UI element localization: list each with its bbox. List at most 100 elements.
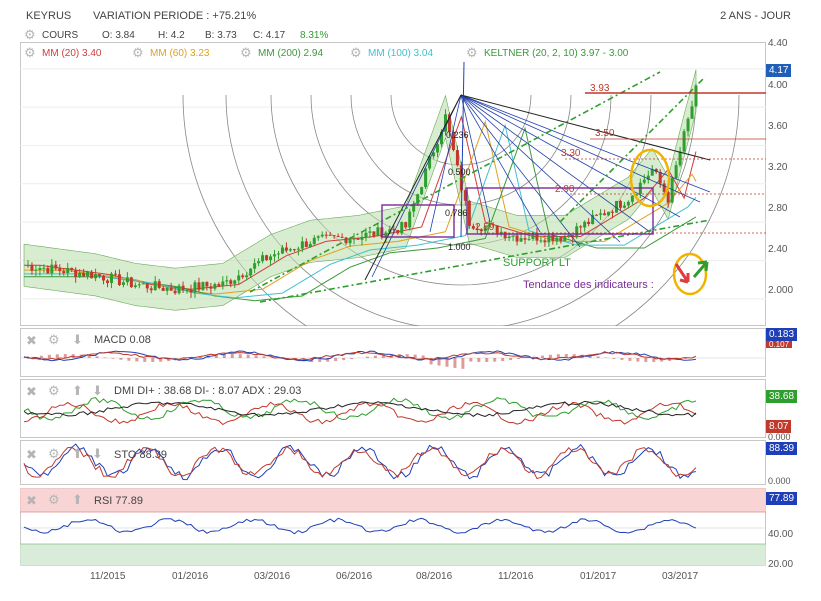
candle-body: [129, 277, 133, 288]
gear-icon[interactable]: ⚙: [48, 383, 60, 398]
macd-histogram-bar: [548, 354, 552, 358]
macd-histogram-bar: [111, 358, 115, 359]
arrow-down-icon[interactable]: ⬇: [72, 332, 83, 347]
vertical-line: [460, 61, 465, 238]
candle-body: [38, 268, 42, 270]
candle-body: [495, 225, 499, 235]
candle-body: [614, 200, 618, 213]
rsi-line: [23, 517, 697, 535]
x-tick-label: 11/2015: [90, 571, 126, 582]
ticker-label: KEYRUS: [26, 10, 72, 22]
macd-histogram-bar: [246, 354, 250, 358]
candle-body: [595, 214, 599, 216]
close-icon[interactable]: ✖: [26, 493, 37, 508]
candle-body: [205, 282, 209, 287]
candle-body: [90, 271, 94, 279]
candle-body: [145, 283, 149, 289]
candle-body: [58, 268, 62, 272]
candle-body: [137, 284, 141, 286]
price-tick-label: 4.00: [768, 80, 788, 91]
gear-icon[interactable]: ⚙: [240, 45, 252, 60]
fan-line: [460, 94, 621, 243]
gear-icon[interactable]: ⚙: [48, 332, 60, 347]
fan-line: [460, 94, 701, 203]
candle-body: [296, 248, 300, 250]
sto-axis-zero: 0.000: [768, 476, 791, 486]
gear-icon[interactable]: ⚙: [24, 45, 36, 60]
gear-icon[interactable]: ⚙: [466, 45, 478, 60]
sto-k-line: [23, 443, 697, 481]
gear-icon[interactable]: ⚙: [132, 45, 144, 60]
candle-body: [173, 290, 177, 294]
sto-d-line: [23, 445, 697, 480]
rsi-chart[interactable]: [20, 488, 766, 566]
candle-body: [165, 287, 169, 291]
macd-chart[interactable]: [20, 328, 766, 377]
candle-body: [539, 240, 543, 242]
candle-body: [209, 286, 213, 289]
dmi-plus-badge: 38.68: [766, 390, 798, 403]
arrow-down-icon[interactable]: ⬇: [92, 446, 103, 461]
candle-body: [30, 265, 34, 271]
sto-chart[interactable]: [20, 440, 766, 485]
close-icon[interactable]: ✖: [26, 447, 37, 462]
candle-body: [133, 285, 137, 288]
dmi-minus-line: [23, 401, 697, 426]
gear-icon[interactable]: ⚙: [350, 45, 362, 60]
close-icon[interactable]: ✖: [26, 384, 37, 399]
price-chart[interactable]: 3.93 3.50 3.30 2.90 2.59 0.236 0.500 0.786 1.000…: [20, 42, 766, 326]
macd-histogram-bar: [143, 358, 147, 362]
macd-histogram-bar: [198, 356, 202, 358]
candle-body: [591, 214, 595, 225]
candle-body: [193, 282, 197, 293]
x-tick-label: 03/2017: [662, 571, 699, 582]
candle-body: [106, 280, 110, 283]
candle-body: [153, 281, 157, 291]
fib-label: 0.236: [446, 130, 469, 140]
macd-histogram-bar: [453, 358, 457, 368]
macd-histogram-bar: [636, 358, 640, 362]
ma60-line: [24, 119, 697, 295]
arrow-up-icon[interactable]: ⬆: [72, 383, 83, 398]
candle-body: [185, 289, 189, 291]
macd-histogram-bar: [556, 354, 560, 358]
legend-open: O: 3.84: [102, 30, 135, 41]
candle-body: [515, 235, 519, 242]
candle-body: [603, 213, 607, 216]
dmi-chart[interactable]: [20, 379, 766, 438]
candle-body: [523, 238, 527, 240]
arrow-down-icon[interactable]: ⬇: [92, 383, 103, 398]
gear-icon[interactable]: ⚙: [24, 27, 36, 42]
candle-body: [634, 194, 638, 196]
fib-arc: [310, 94, 612, 246]
candle-body: [491, 224, 495, 226]
macd-signal-line: [23, 351, 697, 361]
candle-body: [66, 267, 70, 274]
gear-icon[interactable]: ⚙: [48, 492, 60, 507]
arrow-up-icon[interactable]: ⬆: [72, 446, 83, 461]
candle-body: [555, 237, 559, 242]
macd-histogram-bar: [87, 355, 91, 358]
arrow-up-icon[interactable]: ⬆: [72, 492, 83, 507]
macd-signal-badge: 0.107: [766, 341, 793, 348]
gear-icon[interactable]: ⚙: [48, 446, 60, 461]
arrow-down-icon: [674, 263, 690, 284]
candle-body: [241, 275, 245, 278]
fib-label: 1.000: [448, 242, 471, 252]
candle-body: [432, 152, 436, 157]
candle-body: [233, 280, 237, 284]
candle-body: [670, 178, 674, 203]
macd-histogram-bar: [564, 354, 568, 358]
candle-body: [479, 229, 483, 232]
candle-body: [121, 282, 125, 285]
period-label[interactable]: 2 ANS - JOUR: [720, 10, 791, 22]
macd-histogram-bar: [47, 354, 51, 358]
macd-histogram-bar: [572, 354, 576, 358]
close-icon[interactable]: ✖: [26, 333, 37, 348]
candle-body: [197, 282, 201, 290]
candle-body: [571, 235, 575, 238]
macd-histogram-bar: [684, 358, 688, 359]
candle-body: [201, 282, 205, 290]
x-tick-label: 03/2016: [254, 571, 291, 582]
macd-histogram-bar: [660, 358, 664, 362]
